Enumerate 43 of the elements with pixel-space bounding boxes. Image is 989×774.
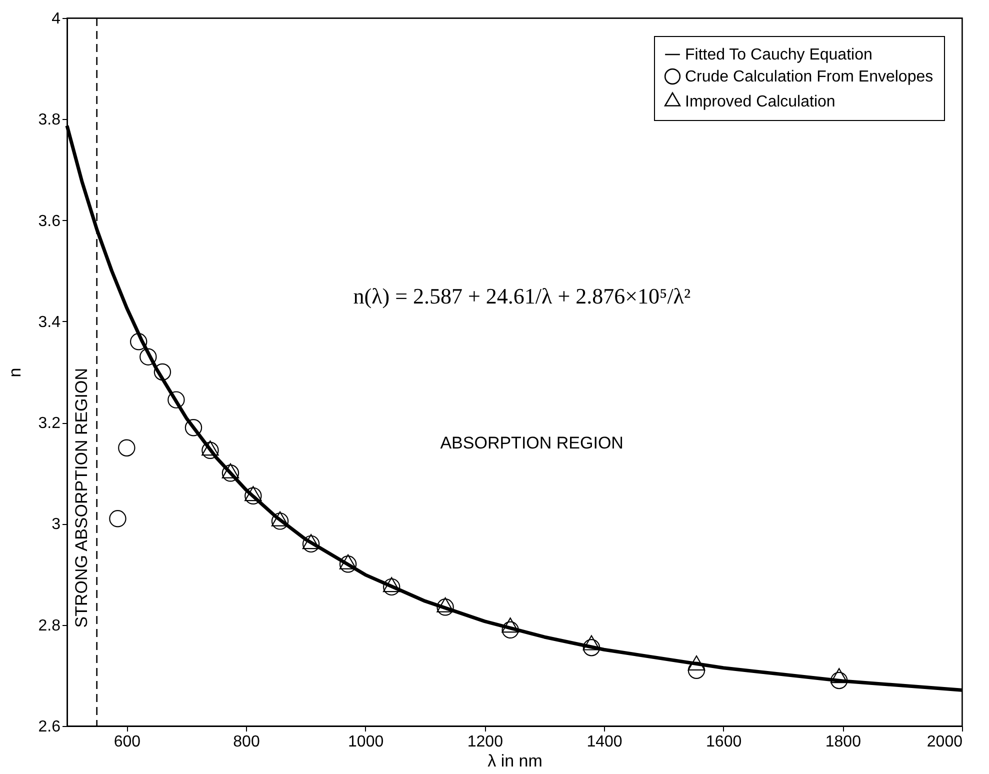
annotation: n(λ) = 2.587 + 24.61/λ + 2.876×10⁵/λ² <box>353 284 691 309</box>
x-tick-label: 800 <box>233 734 260 750</box>
y-tick-label: 3 <box>52 516 61 534</box>
x-tick-label: 1000 <box>348 734 384 750</box>
point <box>688 662 706 679</box>
point <box>130 333 148 350</box>
point <box>222 464 240 482</box>
x-tick-label: 1400 <box>586 734 622 750</box>
point <box>154 363 172 381</box>
y-axis-title: n <box>5 368 24 378</box>
y-tick-label: 3.6 <box>38 212 61 230</box>
y-tick-label: 4 <box>52 10 61 28</box>
point <box>382 578 400 596</box>
y-tick-label: 2.8 <box>38 617 61 634</box>
x-tick-label: 1200 <box>467 734 504 750</box>
point <box>830 672 848 690</box>
x-axis-title: λ in nm <box>488 752 542 770</box>
point <box>582 639 600 656</box>
point <box>168 391 185 408</box>
point <box>271 512 289 530</box>
point <box>202 442 219 459</box>
point <box>244 487 262 504</box>
x-tick-label: 600 <box>114 734 141 750</box>
legend-label: Crude Calculation From Envelopes <box>685 68 934 86</box>
y-tick-label: 3.8 <box>38 112 61 129</box>
x-tick-label: 2000 <box>926 734 963 750</box>
y-tick-label: 2.6 <box>38 718 61 736</box>
legend-label: Fitted To Cauchy Equation <box>685 46 872 64</box>
point <box>184 419 202 436</box>
point <box>502 621 519 639</box>
point <box>302 535 320 553</box>
point <box>436 598 454 616</box>
point <box>109 510 126 528</box>
y-tick-label: 3.4 <box>38 314 61 331</box>
annotation: ABSORPTION REGION <box>440 434 624 453</box>
point <box>118 439 136 456</box>
x-tick-label: 1600 <box>706 734 742 750</box>
point <box>339 556 357 573</box>
point <box>140 348 157 366</box>
legend-label: Improved Calculation <box>685 94 836 110</box>
x-tick-label: 1800 <box>825 734 862 750</box>
y-tick-label: 3.2 <box>38 415 61 432</box>
ref-line-label: STRONG ABSORPTION REGION <box>72 368 91 628</box>
